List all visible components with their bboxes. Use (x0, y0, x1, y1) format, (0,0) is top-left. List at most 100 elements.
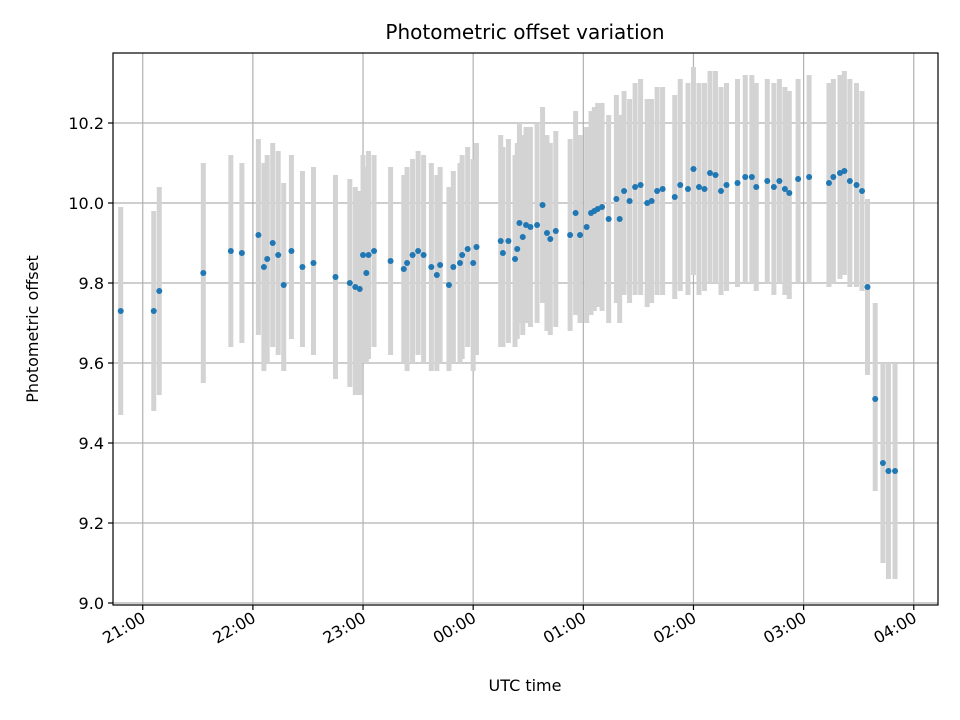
data-point (764, 178, 771, 184)
data-point (433, 272, 440, 278)
data-point (310, 260, 317, 266)
data-point (770, 184, 777, 190)
y-tick-label: 9.6 (79, 354, 104, 373)
data-point (864, 284, 871, 290)
data-point (695, 184, 702, 190)
data-point (734, 180, 741, 186)
data-point (356, 286, 363, 292)
data-point (671, 194, 678, 200)
data-point (825, 180, 832, 186)
data-point (841, 168, 848, 174)
data-point (497, 238, 504, 244)
data-point (892, 468, 899, 474)
data-point (464, 246, 471, 252)
data-point (723, 182, 730, 188)
data-point (613, 196, 620, 202)
data-point (346, 280, 353, 286)
data-point (858, 188, 865, 194)
data-point (626, 198, 633, 204)
data-point (872, 396, 879, 402)
data-point (288, 248, 295, 254)
data-point (275, 252, 282, 258)
data-point (459, 252, 466, 258)
data-point (677, 182, 684, 188)
data-point (567, 232, 574, 238)
data-point (409, 252, 416, 258)
y-tick-label: 9.8 (79, 274, 104, 293)
data-point (387, 258, 394, 264)
data-point (776, 178, 783, 184)
data-point (690, 166, 697, 172)
data-point (543, 230, 550, 236)
data-point (659, 186, 666, 192)
data-point (365, 252, 372, 258)
data-point (437, 262, 444, 268)
data-point (599, 204, 606, 210)
data-point (420, 252, 427, 258)
data-point (200, 270, 207, 276)
data-point (527, 224, 534, 230)
data-point (415, 248, 422, 254)
data-point (269, 240, 276, 246)
data-point (512, 256, 519, 262)
data-point (577, 232, 584, 238)
data-point (621, 188, 628, 194)
data-point (238, 250, 245, 256)
data-point (806, 174, 813, 180)
data-point (332, 274, 339, 280)
data-point (846, 178, 853, 184)
data-point (539, 202, 546, 208)
y-tick-label: 9.0 (79, 594, 104, 613)
data-point (654, 188, 661, 194)
y-tick-label: 9.2 (79, 514, 104, 533)
data-point (534, 222, 541, 228)
data-point (299, 264, 306, 270)
data-point (648, 198, 655, 204)
data-point (260, 264, 267, 270)
data-point (255, 232, 262, 238)
data-point (879, 460, 886, 466)
data-point (753, 184, 760, 190)
data-point (637, 182, 644, 188)
data-point (404, 260, 411, 266)
data-point (280, 282, 287, 288)
chart-title: Photometric offset variation (385, 20, 664, 44)
data-point (830, 174, 837, 180)
data-point (505, 238, 512, 244)
data-point (853, 182, 860, 188)
data-point (360, 252, 367, 258)
data-point (156, 288, 163, 294)
data-point (605, 216, 612, 222)
data-point (428, 264, 435, 270)
data-points (117, 166, 899, 474)
data-point (519, 234, 526, 240)
data-point (371, 248, 378, 254)
data-point (632, 184, 639, 190)
data-point (583, 224, 590, 230)
data-point (363, 270, 370, 276)
x-axis-label: UTC time (489, 676, 562, 695)
data-point (547, 236, 554, 242)
data-point (712, 172, 719, 178)
data-point (552, 228, 559, 234)
data-point (473, 244, 480, 250)
data-point (499, 250, 506, 256)
data-point (572, 210, 579, 216)
data-point (748, 174, 755, 180)
plot-frame (112, 52, 939, 606)
data-point (781, 186, 788, 192)
data-point (795, 176, 802, 182)
data-point (264, 256, 271, 262)
y-axis-ticks: 9.0 9.2 9.4 9.6 9.8 10.0 10.2 (68, 114, 113, 613)
data-point (706, 170, 713, 176)
data-point (718, 188, 725, 194)
y-axis-label: Photometric offset (23, 255, 42, 403)
data-point (701, 186, 708, 192)
data-point (445, 282, 452, 288)
data-point (514, 246, 521, 252)
data-point (742, 174, 749, 180)
data-point (885, 468, 892, 474)
data-point (786, 190, 793, 196)
